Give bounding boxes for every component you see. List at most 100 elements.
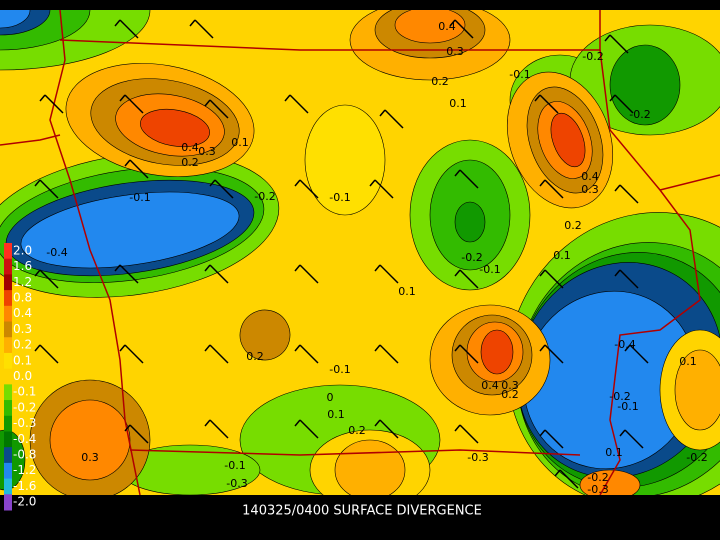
wind-barb xyxy=(609,34,629,54)
legend-label: 1.6 xyxy=(13,259,32,273)
legend-swatch xyxy=(4,368,12,385)
wind-barb-flag xyxy=(614,184,621,192)
wind-barb xyxy=(544,269,564,289)
legend-swatch xyxy=(4,290,12,307)
wind-barb-flag xyxy=(204,419,211,427)
wind-barb xyxy=(629,344,649,364)
contour-label: 0.2 xyxy=(431,75,449,88)
contour-label: 0.2 xyxy=(348,424,366,437)
contour-label: 0.4 xyxy=(481,379,499,392)
wind-barb xyxy=(539,94,559,114)
field-region xyxy=(550,112,586,168)
wind-barb-flag xyxy=(374,419,381,427)
contour-label: 0.1 xyxy=(231,136,249,149)
legend-label: 0.1 xyxy=(13,353,32,367)
wind-barb-flag xyxy=(619,429,626,437)
contour-label: 0 xyxy=(327,391,334,404)
wind-barb-flag xyxy=(34,179,41,187)
bottom-strip xyxy=(0,495,720,540)
wind-barb xyxy=(379,419,399,439)
wind-barb-flag xyxy=(624,344,631,352)
contour-label: -0.2 xyxy=(609,390,630,403)
wind-barb-flag xyxy=(539,179,546,187)
wind-barb xyxy=(194,19,214,39)
wind-barb xyxy=(619,184,639,204)
legend-swatch xyxy=(4,337,12,354)
wind-barb-flag xyxy=(539,344,546,352)
wind-barb xyxy=(384,109,404,129)
wind-barb-flag xyxy=(189,19,196,27)
wind-barb xyxy=(124,94,144,114)
legend-label: -0.1 xyxy=(13,385,36,399)
wind-barb-flag xyxy=(609,94,616,102)
field-region xyxy=(304,104,386,216)
contour-label: 0.1 xyxy=(605,446,623,459)
wind-barb-flag xyxy=(614,269,621,277)
contour-label: 0.4 xyxy=(438,20,456,33)
contour-label: 0.1 xyxy=(553,249,571,262)
legend-label: -1.6 xyxy=(13,479,36,493)
legend-label: 0.2 xyxy=(13,338,32,352)
wind-barb xyxy=(559,469,579,489)
border xyxy=(599,49,701,496)
wind-barb-flag xyxy=(454,169,461,177)
wind-barb xyxy=(459,344,479,364)
wind-barb xyxy=(299,344,319,364)
wind-barb-flag xyxy=(539,429,546,437)
wind-barb xyxy=(619,269,639,289)
wind-barb-flag xyxy=(454,269,461,277)
wind-barb-flag xyxy=(374,344,381,352)
contour-label: -0.2 xyxy=(582,50,603,63)
wind-barb-flag xyxy=(374,264,381,272)
caption: 140325/0400 SURFACE DIVERGENCE xyxy=(242,504,482,519)
legend-swatch xyxy=(4,352,12,370)
wind-barbs xyxy=(34,19,649,489)
wind-barb-flag xyxy=(284,94,291,102)
legend-label: 0.3 xyxy=(13,322,32,336)
wind-barb-flag xyxy=(604,34,611,42)
contour-label: -0.1 xyxy=(617,400,638,413)
contour-label: -0.1 xyxy=(224,459,245,472)
wind-barb xyxy=(459,269,479,289)
wind-barb xyxy=(209,99,229,119)
legend-swatch xyxy=(4,415,12,432)
field-region xyxy=(454,201,486,243)
contour-label: -0.1 xyxy=(509,68,530,81)
field-region xyxy=(239,309,291,361)
wind-barb xyxy=(459,169,479,189)
wind-barb xyxy=(544,344,564,364)
wind-barb-flag xyxy=(204,344,211,352)
contour-label: 0.1 xyxy=(327,408,345,421)
wind-barb xyxy=(129,424,149,444)
wind-barb xyxy=(454,19,474,39)
contour-label: -0.4 xyxy=(614,338,635,351)
contour-label: 0.1 xyxy=(398,285,416,298)
wind-barb xyxy=(544,179,564,199)
wind-barb-flag xyxy=(114,264,121,272)
contour-label: -0.2 xyxy=(587,471,608,484)
contour-label: -0.4 xyxy=(46,246,67,259)
legend-label: -2.0 xyxy=(13,495,36,509)
legend-label: 0.4 xyxy=(13,306,32,320)
wind-barb xyxy=(299,264,319,284)
wind-barb-flag xyxy=(294,179,301,187)
wind-barb xyxy=(209,264,229,284)
legend-swatch xyxy=(4,258,12,275)
border xyxy=(0,134,61,146)
legend-swatch xyxy=(4,462,12,480)
legend-label: -0.3 xyxy=(13,416,36,430)
contour-label: -0.3 xyxy=(226,477,247,490)
legend-swatch xyxy=(4,321,12,338)
wind-barb-flag xyxy=(449,19,456,27)
wind-barb-flag xyxy=(209,179,216,187)
wind-barb xyxy=(214,179,234,199)
legend-swatch xyxy=(4,243,12,260)
contour-label: -0.1 xyxy=(329,191,350,204)
contour-label: -0.3 xyxy=(467,451,488,464)
legend-swatch xyxy=(4,431,12,448)
legend-label: -0.8 xyxy=(13,448,36,462)
legend-label: 1.2 xyxy=(13,275,32,289)
contour-label: 0.2 xyxy=(246,350,264,363)
